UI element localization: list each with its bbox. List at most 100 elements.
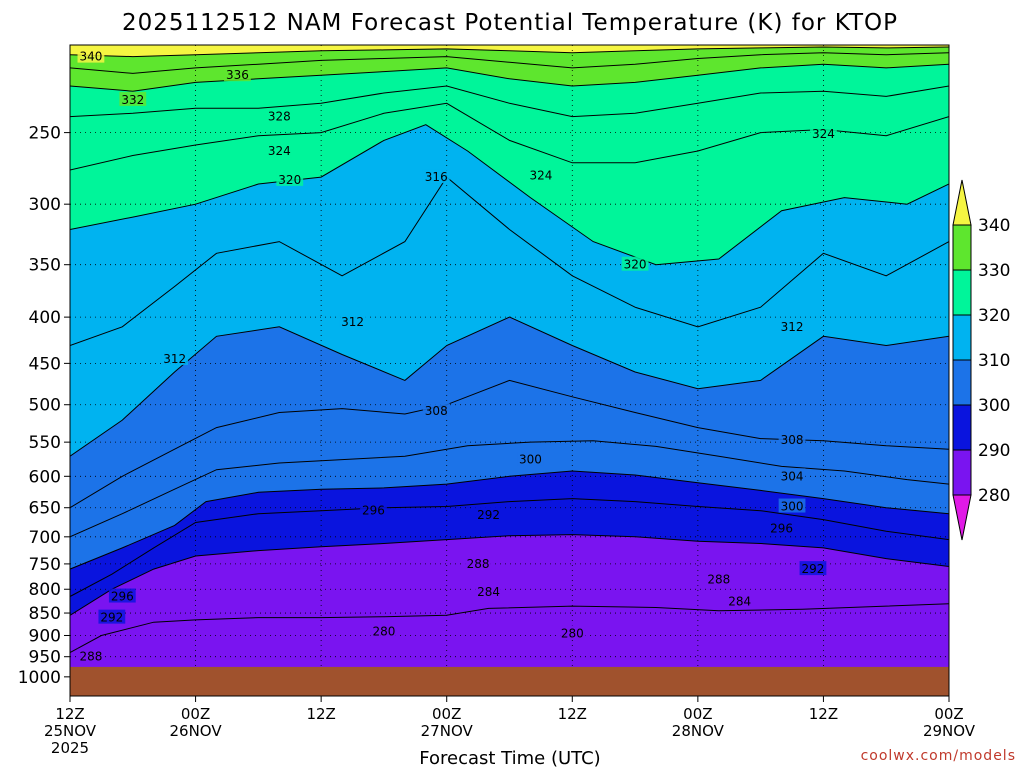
contour-label: 296	[362, 504, 385, 518]
contour-label: 320	[624, 258, 647, 272]
y-tick-label: 450	[29, 354, 61, 374]
y-tick-label: 600	[29, 467, 61, 487]
isentrope-316	[70, 176, 949, 346]
contour-label: 316	[425, 170, 448, 184]
colorbar-label: 290	[978, 441, 1010, 461]
x-tick-time: 00Z	[432, 705, 461, 723]
contour-label: 296	[111, 590, 134, 604]
contour-label: 332	[121, 93, 144, 107]
y-tick-label: 350	[29, 256, 61, 276]
contour-label-bg	[108, 588, 136, 603]
y-tick-label: 550	[29, 433, 61, 453]
contour-label-bg	[621, 256, 649, 271]
colorbar-segment	[952, 224, 972, 271]
colorbar: 340 330 320 310 300 290 280	[952, 179, 1010, 541]
contour-label: 300	[519, 453, 542, 467]
contour-label: 284	[728, 594, 751, 608]
contour-label: 340	[79, 50, 102, 64]
contour-label-bg	[778, 431, 806, 446]
band-316	[70, 124, 949, 346]
contour-label-bg	[161, 350, 189, 365]
x-tick-time: 00Z	[934, 705, 963, 723]
isentrope-312	[70, 316, 949, 457]
contour-labels: 340 332 336 328 324 320 316 324 324 320 312 312 312 3…	[77, 48, 837, 664]
contour-label-bg	[119, 91, 147, 106]
contour-label: 320	[278, 173, 301, 187]
contour-label-bg	[339, 313, 366, 328]
y-tick-label: 700	[29, 528, 61, 548]
contour-label-bg	[768, 520, 795, 535]
chart-title: 2025112512 NAM Forecast Potential Temper…	[122, 10, 898, 36]
contour-label-bg	[799, 561, 827, 576]
contour-label-bg	[558, 625, 586, 640]
contour-label: 324	[812, 127, 835, 141]
contour-label-bg	[360, 502, 387, 517]
y-tick-label: 950	[29, 648, 61, 668]
contour-label: 312	[163, 352, 186, 366]
contour-label: 328	[268, 110, 291, 124]
colorbar-label: 330	[978, 261, 1010, 281]
band-300	[70, 440, 949, 570]
colorbar-segment	[952, 449, 972, 496]
band-288	[70, 534, 949, 653]
contour-label: 312	[341, 315, 364, 329]
isentrope-340	[70, 46, 949, 58]
band-308	[70, 317, 949, 508]
x-tick-time: 00Z	[683, 705, 712, 723]
colorbar-bottom-arrow	[952, 494, 972, 541]
isentrope-328	[70, 85, 949, 118]
x-tick-time: 12Z	[809, 705, 838, 723]
colorbar-label: 280	[978, 486, 1010, 506]
contour-label-bg	[422, 402, 450, 417]
contour-label: 324	[529, 169, 552, 183]
band-336	[70, 47, 949, 74]
y-tick-label: 900	[29, 626, 61, 646]
colorbar-label: 320	[978, 306, 1010, 326]
contour-label: 312	[781, 320, 804, 334]
y-tick-label: 500	[29, 396, 61, 416]
colorbar-segment	[952, 269, 972, 316]
x-tick-time: 00Z	[181, 705, 210, 723]
isentrope-300	[70, 470, 949, 570]
contour-label-bg	[370, 623, 398, 638]
x-tick-time: 12Z	[558, 705, 587, 723]
x-tick-time: 12Z	[55, 705, 84, 723]
contour-label-bg	[224, 67, 251, 82]
contour-label: 288	[467, 557, 490, 571]
y-tick-label: 750	[29, 555, 61, 575]
contour-label-bg	[778, 318, 806, 333]
y-tick-label: 400	[29, 308, 61, 328]
contour-label: 308	[425, 404, 448, 418]
x-tick-date: 28NOV	[672, 722, 725, 740]
colorbar-label: 310	[978, 351, 1010, 371]
isentrope-320	[70, 124, 949, 266]
grid-lines	[70, 45, 949, 696]
contour-label-bg	[705, 571, 733, 586]
contour-label-bg	[265, 108, 293, 123]
theta-bands	[70, 45, 949, 696]
contour-label-bg	[778, 468, 806, 483]
contour-label: 292	[802, 562, 825, 576]
contour-label: 280	[561, 626, 584, 640]
x-tick-date: 26NOV	[170, 722, 223, 740]
x-tick-time: 12Z	[306, 705, 335, 723]
contour-label-bg	[778, 498, 806, 513]
y-axis: 2503003504004505005506006507007508008509…	[18, 124, 70, 688]
y-tick-label: 1000	[18, 668, 61, 688]
contour-label: 300	[781, 500, 804, 514]
contour-label: 324	[268, 144, 291, 158]
isentrope-336	[70, 52, 949, 74]
colorbar-label: 340	[978, 216, 1010, 236]
y-tick-label: 300	[29, 195, 61, 215]
x-tick-date: 25NOV	[44, 722, 97, 740]
contour-label: 284	[477, 585, 500, 599]
x-axis-label: Forecast Time (UTC)	[419, 748, 600, 768]
x-tick-date: 27NOV	[421, 722, 474, 740]
contour-label: 288	[707, 572, 730, 586]
colorbar-segment	[952, 314, 972, 361]
y-tick-label: 650	[29, 499, 61, 519]
band-324	[70, 86, 949, 170]
contour-label-bg	[527, 167, 555, 182]
